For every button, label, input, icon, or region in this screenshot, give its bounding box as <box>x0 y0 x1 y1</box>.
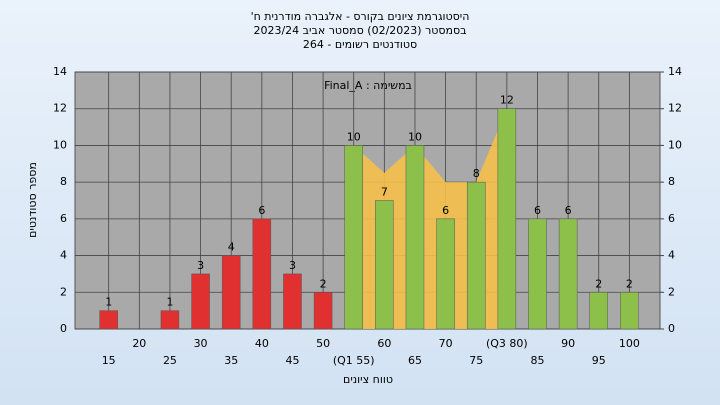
value-label: 6 <box>258 204 265 217</box>
value-label: 3 <box>289 259 296 272</box>
bar <box>283 273 302 330</box>
x-tick-label: 100 <box>619 337 640 350</box>
y2-tick-label: 12 <box>668 102 682 115</box>
y2-tick-label: 4 <box>668 249 675 262</box>
bar <box>160 310 180 330</box>
x-tick-label: 70 <box>439 337 453 350</box>
y-tick-label: 8 <box>60 175 67 188</box>
y-tick-label: 14 <box>53 65 67 78</box>
value-label: 12 <box>500 94 514 107</box>
y2-tick-label: 0 <box>668 322 675 335</box>
x-tick-label: 40 <box>255 337 269 350</box>
bar <box>558 218 578 330</box>
chart-subtitle: בסמסטר (02/2023) סמסטר אביב 2023/24 <box>253 24 466 37</box>
annotation: במשימה : Final_A <box>324 79 412 92</box>
bar <box>344 145 363 330</box>
x-tick-label: 95 <box>592 354 606 367</box>
y-axis-label: מספר סטודנטים <box>26 162 39 238</box>
y2-tick-label: 10 <box>668 138 682 151</box>
y2-tick-label: 14 <box>668 65 682 78</box>
y-tick-label: 12 <box>53 102 67 115</box>
value-label: 3 <box>197 259 204 272</box>
y-tick-label: 10 <box>53 138 67 151</box>
bar <box>620 292 639 330</box>
y2-tick-label: 8 <box>668 175 675 188</box>
bar <box>99 310 118 330</box>
y-tick-label: 6 <box>60 212 67 225</box>
x-axis-label: טווח ציונים <box>343 373 393 386</box>
value-label: 2 <box>595 277 602 290</box>
bar <box>466 181 486 330</box>
x-tick-label: 30 <box>194 337 208 350</box>
x-tick-label: 75 <box>469 354 483 367</box>
y2-tick-label: 6 <box>668 212 675 225</box>
value-label: 1 <box>166 296 173 309</box>
x-tick-label: 50 <box>316 337 330 350</box>
x-tick-label: 60 <box>377 337 391 350</box>
value-label: 6 <box>565 204 572 217</box>
x-tick-label: 15 <box>102 354 116 367</box>
x-tick-label: 35 <box>224 354 238 367</box>
y2-tick-label: 2 <box>668 285 675 298</box>
y-tick-label: 4 <box>60 249 67 262</box>
bar <box>528 218 547 330</box>
value-label: 1 <box>105 296 112 309</box>
x-tick-label: 65 <box>408 354 422 367</box>
y-tick-label: 0 <box>60 322 67 335</box>
bar <box>497 108 517 330</box>
x-tick-label: 20 <box>132 337 146 350</box>
value-label: 6 <box>442 204 449 217</box>
bar <box>221 255 241 330</box>
value-label: 8 <box>473 167 480 180</box>
bar <box>405 145 425 330</box>
bar <box>589 292 608 330</box>
x-tick-label: 90 <box>561 337 575 350</box>
value-label: 4 <box>228 241 235 254</box>
value-label: 10 <box>347 130 361 143</box>
chart-subtitle: סטודנטים רשומים - 264 <box>303 38 417 51</box>
value-label: 2 <box>320 277 327 290</box>
bar <box>436 218 455 330</box>
y-tick-label: 2 <box>60 285 67 298</box>
chart-title: היסטוגרמת ציונים בקורס - אלגברה מודרנית … <box>251 10 470 23</box>
bar <box>313 292 333 330</box>
x-tick-label: 85 <box>530 354 544 367</box>
value-label: 7 <box>381 186 388 199</box>
value-label: 2 <box>626 277 633 290</box>
value-label: 6 <box>534 204 541 217</box>
bar <box>252 218 272 330</box>
x-tick-label: (Q3 80) <box>486 337 528 350</box>
x-tick-label: 25 <box>163 354 177 367</box>
x-tick-label: (Q1 55) <box>333 354 375 367</box>
value-label: 10 <box>408 130 422 143</box>
bar <box>191 273 210 330</box>
bar <box>375 200 394 330</box>
x-tick-label: 45 <box>285 354 299 367</box>
